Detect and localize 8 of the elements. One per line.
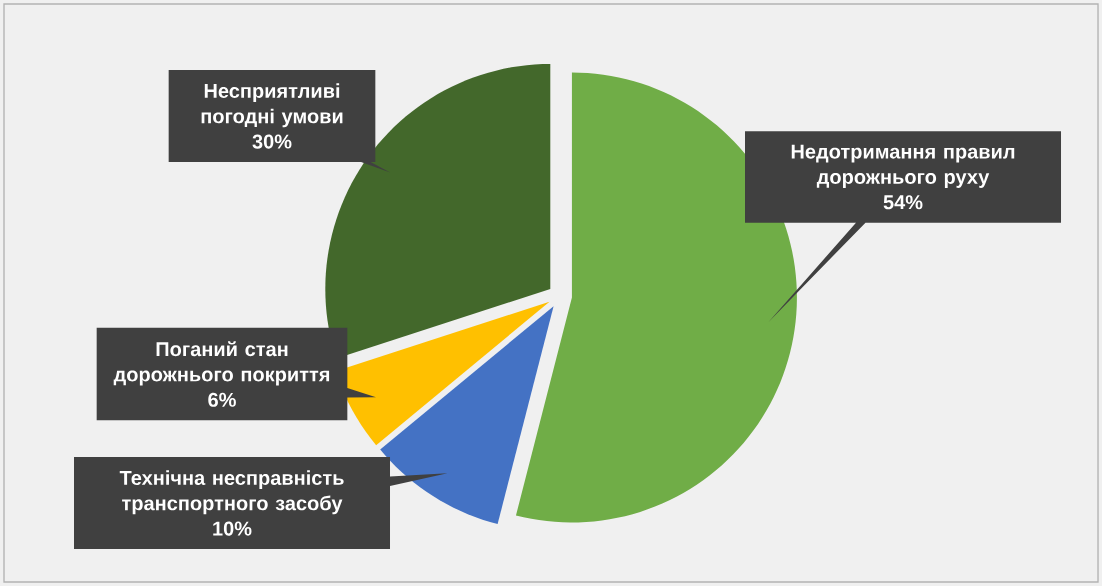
data-label: 54%	[883, 195, 923, 210]
data-label: 30%	[252, 134, 292, 149]
slice-label: Поганий стан дорожнього покриття	[113, 341, 330, 386]
slice-label: Недотримання правил дорожнього руху	[791, 144, 1015, 188]
data-label: 10%	[213, 521, 252, 536]
slice-label: Несприятливі погодні умови	[201, 83, 343, 128]
slice-label: Технічна несправність транспортного засобу	[119, 470, 344, 515]
data-label: 6%	[208, 392, 236, 407]
